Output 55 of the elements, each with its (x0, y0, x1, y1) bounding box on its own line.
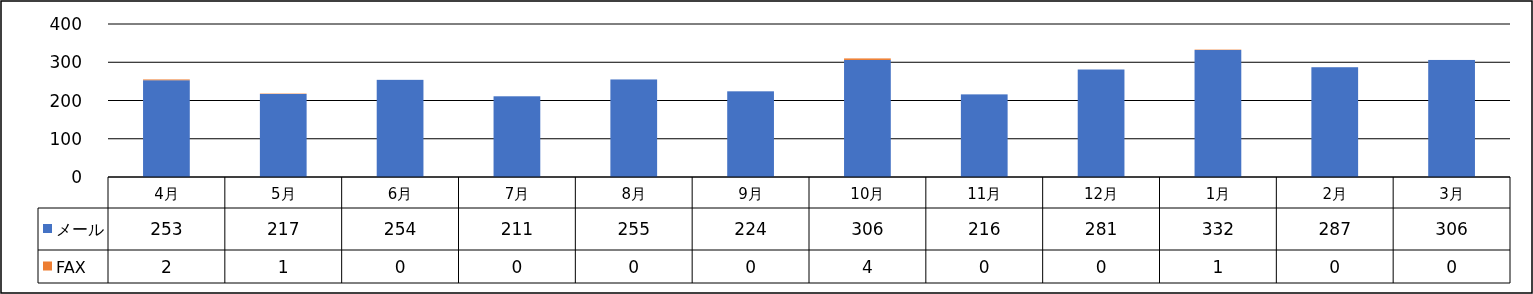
data-label: 306 (1435, 219, 1468, 239)
data-label: 254 (383, 219, 417, 239)
x-tick-label: 7月 (504, 184, 530, 203)
data-label: 1 (1212, 256, 1224, 277)
bar (727, 91, 774, 177)
x-tick-label: 12月 (1084, 184, 1119, 203)
bar (1428, 59, 1475, 177)
x-tick-label: 5月 (270, 184, 296, 203)
data-label: 0 (628, 256, 640, 277)
data-label: 0 (978, 256, 990, 277)
bar (493, 96, 541, 177)
bar (844, 59, 891, 177)
bar (1311, 67, 1359, 177)
bar (610, 79, 658, 177)
data-label: 287 (1318, 219, 1351, 239)
data-label: 0 (1446, 256, 1457, 277)
data-label: 2 (161, 256, 172, 277)
y-tick-label: 0 (71, 167, 82, 187)
x-tick-label: 4月 (154, 184, 179, 203)
data-label: 216 (968, 219, 1001, 239)
data-label: 253 (150, 219, 183, 239)
data-label: 281 (1084, 219, 1118, 239)
data-label: 0 (1095, 256, 1107, 277)
x-tick-label: 11月 (967, 184, 1002, 203)
bar (143, 80, 190, 177)
data-label: 332 (1201, 219, 1235, 239)
x-tick-label: 6月 (387, 184, 413, 203)
x-tick-label: 2月 (1322, 184, 1348, 203)
y-tick-label: 300 (49, 52, 82, 73)
bar (376, 79, 424, 177)
data-label: 0 (745, 256, 756, 277)
bar (1194, 50, 1242, 177)
x-tick-label: 1月 (1205, 184, 1231, 203)
x-tick-label: 3月 (1439, 184, 1464, 203)
bar (1077, 69, 1125, 177)
x-tick-label: 10月 (850, 184, 885, 203)
y-tick-label: 100 (49, 128, 82, 149)
data-label: 0 (394, 256, 406, 277)
bar (960, 94, 1008, 177)
data-label: 4 (862, 256, 873, 277)
data-label: 0 (1329, 256, 1341, 277)
legend-label: FAX (56, 257, 86, 277)
y-tick-label: 400 (49, 14, 82, 34)
data-label: 306 (851, 219, 884, 239)
x-tick-label: 9月 (738, 184, 763, 203)
x-tick-label: 8月 (621, 184, 647, 203)
data-label: 217 (267, 219, 300, 239)
y-tick-label: 200 (49, 90, 82, 111)
legend-label: メール (56, 220, 104, 239)
data-label: 224 (734, 219, 767, 239)
bar (259, 94, 307, 177)
data-label: 255 (617, 219, 650, 239)
data-label: 211 (500, 219, 534, 239)
data-label: 0 (511, 256, 523, 277)
data-label: 1 (277, 256, 289, 277)
